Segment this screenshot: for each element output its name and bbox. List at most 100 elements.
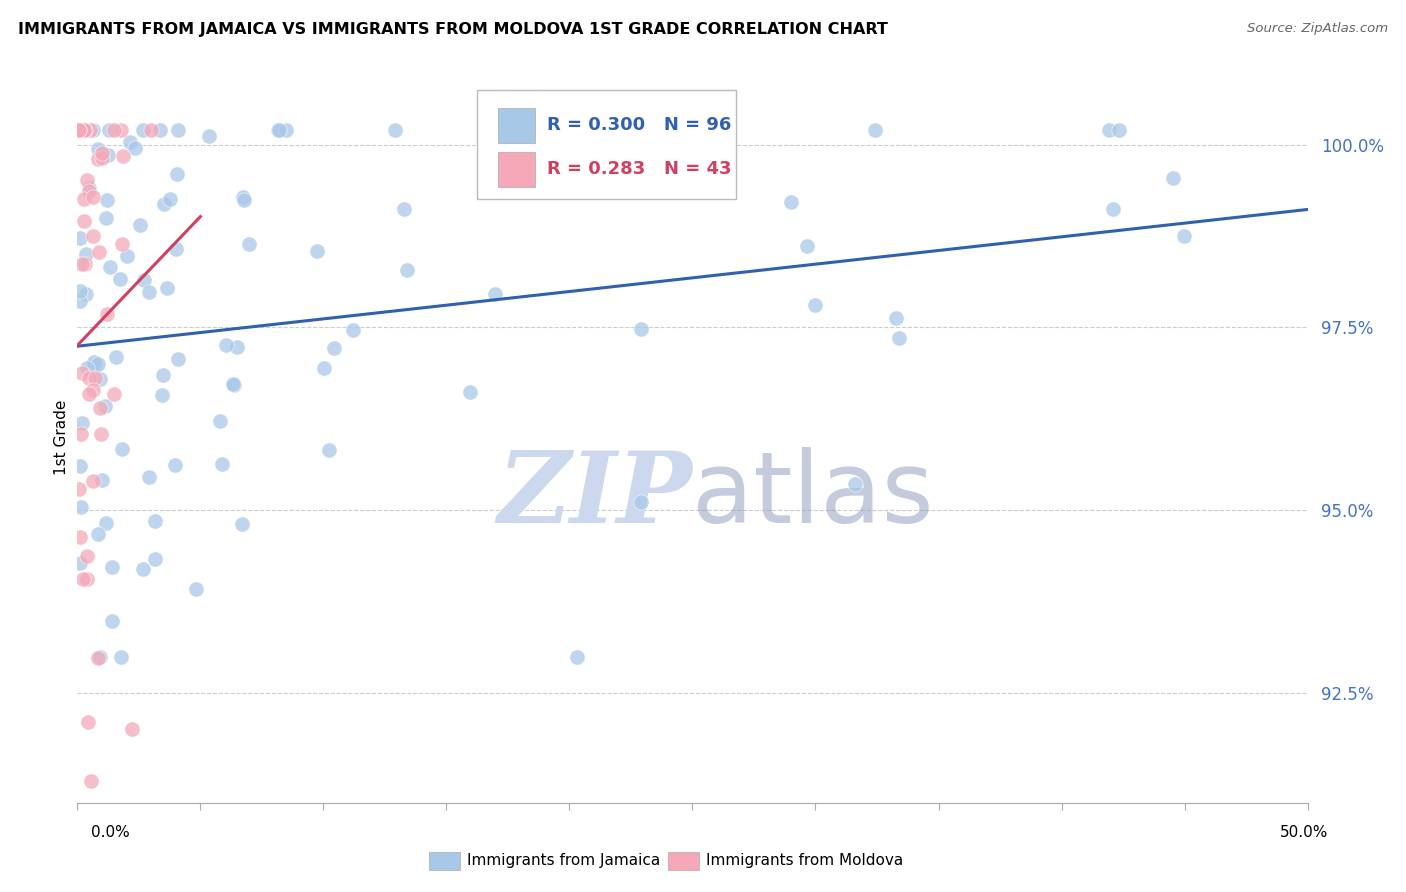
Point [166, 352, 188, 367]
Point [166, 167, 188, 181]
Point [138, 470, 160, 484]
Point [73, 214, 96, 228]
Point [101, 614, 124, 628]
Text: 0.0%: 0.0% [91, 825, 131, 840]
Point [1161, 170, 1184, 185]
Point [796, 239, 818, 253]
Point [72, 416, 94, 430]
Point [108, 271, 131, 285]
Point [87, 357, 110, 371]
Point [567, 649, 589, 664]
Point [215, 338, 238, 352]
Point [72, 572, 94, 586]
Point [117, 249, 139, 263]
Point [69, 530, 91, 544]
Point [166, 123, 188, 137]
Point [231, 516, 253, 531]
Point [94, 516, 117, 531]
Point [69, 427, 91, 442]
Point [69, 458, 91, 473]
Point [803, 298, 825, 312]
Point [77, 370, 100, 384]
Point [274, 123, 297, 137]
Point [222, 376, 245, 391]
Point [314, 360, 336, 375]
Point [779, 194, 801, 209]
Point [121, 723, 143, 737]
Point [159, 192, 181, 206]
Point [148, 123, 170, 137]
Point [79, 387, 101, 401]
Point [73, 123, 96, 137]
Point [83, 354, 105, 368]
Point [844, 477, 866, 491]
Text: R = 0.300   N = 96: R = 0.300 N = 96 [547, 116, 731, 134]
Point [232, 190, 254, 204]
FancyBboxPatch shape [498, 108, 536, 143]
Point [69, 285, 91, 299]
Y-axis label: 1st Grade: 1st Grade [53, 400, 69, 475]
Point [118, 135, 141, 149]
Point [458, 385, 481, 400]
Point [103, 123, 125, 137]
Point [67, 123, 90, 137]
Point [94, 211, 117, 226]
Point [82, 123, 104, 137]
Point [77, 715, 100, 730]
Point [865, 123, 887, 137]
Point [267, 123, 290, 137]
Point [90, 145, 112, 160]
Point [394, 202, 416, 217]
Point [97, 123, 120, 137]
Point [1102, 202, 1125, 216]
Point [70, 367, 93, 381]
Text: IMMIGRANTS FROM JAMAICA VS IMMIGRANTS FROM MOLDOVA 1ST GRADE CORRELATION CHART: IMMIGRANTS FROM JAMAICA VS IMMIGRANTS FR… [18, 22, 889, 37]
Point [90, 427, 112, 442]
FancyBboxPatch shape [477, 90, 735, 200]
Point [87, 650, 110, 665]
Text: R = 0.283   N = 43: R = 0.283 N = 43 [547, 160, 731, 178]
Point [323, 341, 346, 355]
Point [77, 180, 100, 194]
Point [209, 414, 232, 428]
Point [84, 371, 107, 385]
Point [150, 388, 173, 402]
Point [76, 573, 98, 587]
Point [67, 123, 90, 137]
Point [76, 549, 98, 563]
Point [318, 442, 340, 457]
Point [82, 190, 104, 204]
Point [307, 244, 329, 258]
Point [395, 262, 418, 277]
Point [238, 236, 260, 251]
Point [128, 218, 150, 232]
Point [211, 457, 233, 471]
Point [143, 515, 166, 529]
Point [165, 242, 187, 256]
Point [484, 286, 506, 301]
Point [112, 149, 135, 163]
Point [139, 123, 162, 137]
Point [630, 494, 652, 508]
Point [89, 401, 111, 415]
Point [184, 582, 207, 597]
Point [163, 458, 186, 472]
Point [152, 368, 174, 383]
Text: ZIP: ZIP [498, 448, 693, 544]
Point [79, 123, 101, 137]
Point [87, 527, 110, 541]
Point [884, 311, 907, 326]
Point [630, 322, 652, 336]
Point [134, 273, 156, 287]
Point [67, 123, 90, 137]
Text: Source: ZipAtlas.com: Source: ZipAtlas.com [1247, 22, 1388, 36]
Point [89, 245, 111, 260]
Point [156, 281, 179, 295]
Point [132, 123, 155, 137]
Point [76, 172, 98, 186]
Point [96, 193, 118, 207]
Point [82, 474, 104, 488]
Point [1098, 123, 1121, 137]
Point [98, 260, 121, 274]
Point [82, 384, 104, 398]
